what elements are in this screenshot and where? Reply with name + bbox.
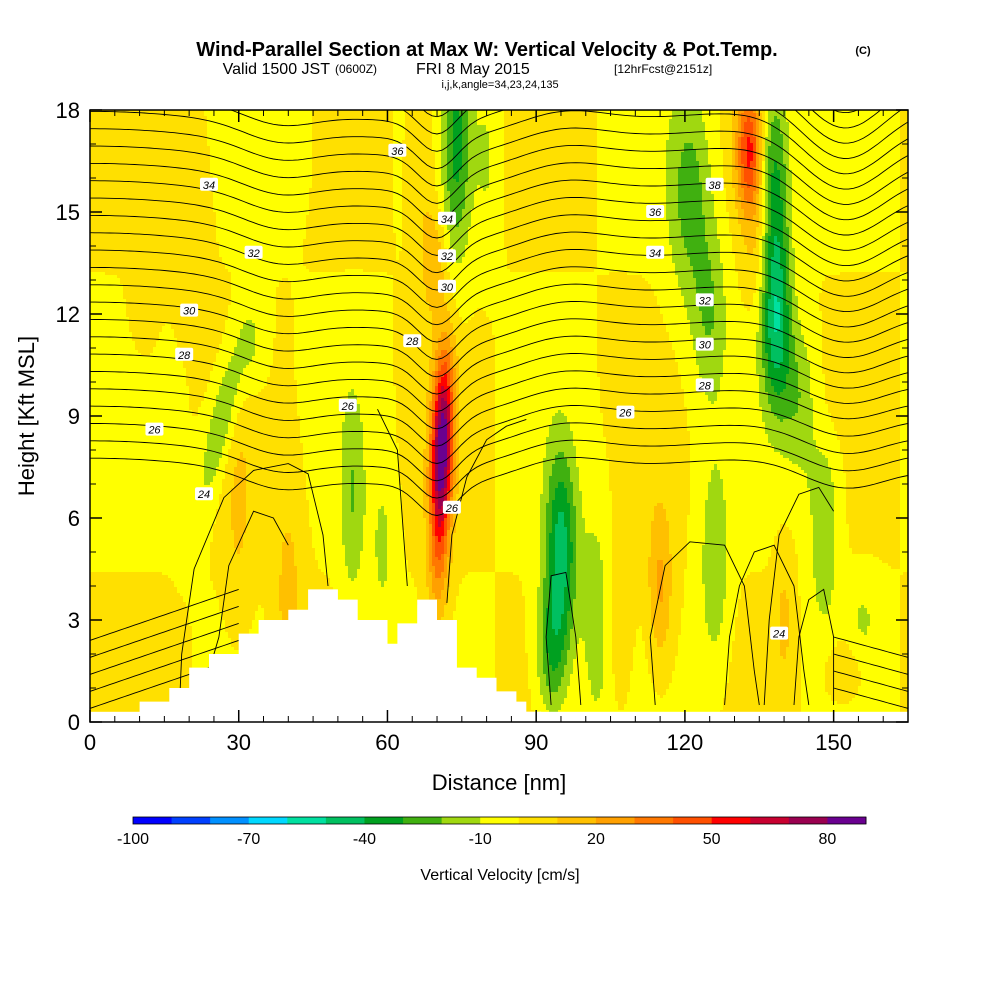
chart-title: Wind-Parallel Section at Max W: Vertical… — [196, 39, 777, 61]
subtitle-date: FRI 8 May 2015 — [416, 61, 530, 78]
copyright-mark: (C) — [855, 45, 871, 57]
subtitle-valid: Valid 1500 JST — [223, 61, 331, 78]
subtitle-indices: i,j,k,angle=34,23,24,135 — [441, 79, 558, 91]
subtitle-forecast: [12hrFcst@2151z] — [614, 62, 712, 76]
chart-svg: Wind-Parallel Section at Max W: Vertical… — [0, 0, 1000, 1000]
subtitle-utc: (0600Z) — [335, 62, 377, 76]
chart-subtitle: Valid 1500 JST (0600Z) FRI 8 May 2015 [1… — [223, 61, 713, 78]
